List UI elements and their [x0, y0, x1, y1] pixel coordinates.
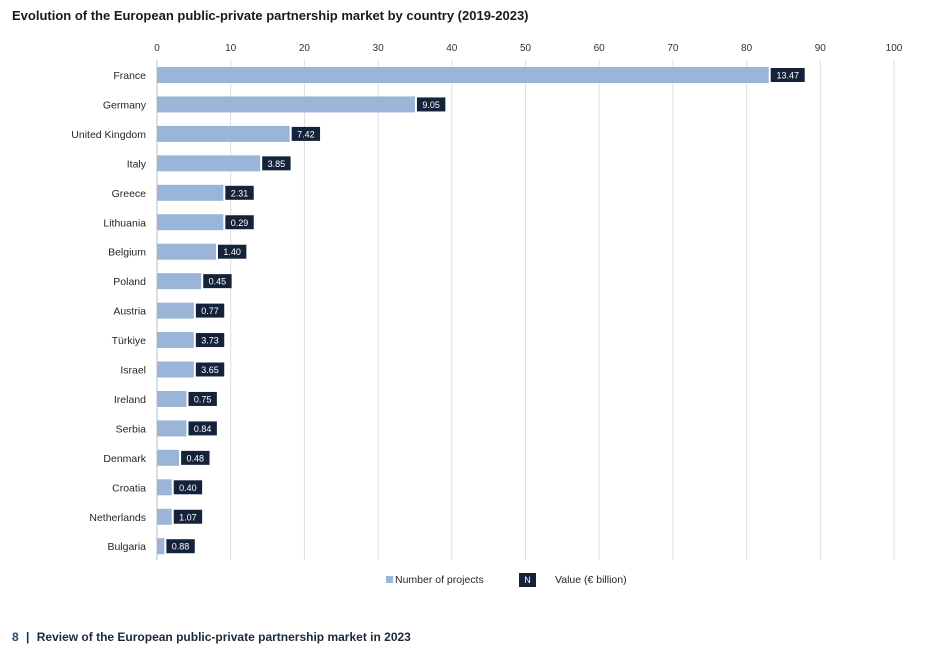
- bar: [157, 96, 415, 113]
- legend-label-value: Value (€ billion): [555, 574, 627, 586]
- category-label: Austria: [113, 306, 146, 318]
- value-label-box: [188, 421, 217, 436]
- value-label: 3.73: [201, 336, 219, 346]
- category-label: Italy: [127, 158, 147, 170]
- bar: [157, 390, 187, 407]
- x-tick-label: 10: [225, 43, 237, 54]
- value-label: 1.07: [179, 512, 197, 522]
- x-tick-label: 100: [886, 43, 903, 54]
- bar: [157, 332, 194, 349]
- x-tick-label: 20: [299, 43, 311, 54]
- value-label-box: [225, 215, 254, 230]
- category-label: Israel: [120, 365, 146, 377]
- x-tick-label: 50: [520, 43, 532, 54]
- x-tick-label: 60: [594, 43, 606, 54]
- category-label: France: [113, 70, 146, 82]
- x-tick-label: 0: [154, 43, 160, 54]
- value-label: 0.29: [231, 218, 249, 228]
- bars: [157, 67, 769, 555]
- category-label: Denmark: [103, 453, 146, 465]
- value-label: 0.75: [194, 394, 212, 404]
- category-label: Greece: [112, 188, 147, 200]
- bar: [157, 273, 202, 290]
- value-label-box: [416, 97, 446, 112]
- value-label-box: [217, 244, 247, 259]
- x-tick-label: 30: [373, 43, 385, 54]
- value-label: 2.31: [231, 188, 249, 198]
- category-label: Lithuania: [103, 217, 146, 229]
- value-label-box: [195, 362, 225, 377]
- footer-separator: |: [26, 630, 30, 644]
- bar: [157, 449, 180, 466]
- bar: [157, 420, 187, 437]
- legend-swatch-symbol: N: [524, 575, 531, 585]
- value-label: 9.05: [422, 100, 440, 110]
- value-label: 0.40: [179, 483, 197, 493]
- value-label-box: [188, 391, 217, 406]
- value-label-box: [173, 509, 203, 524]
- value-label: 13.47: [776, 71, 799, 81]
- bar: [157, 214, 224, 231]
- legend: Number of projects N Value (€ billion): [386, 573, 627, 587]
- x-axis-ticks: 0 10 20 30 40 50 60 70 80 90 100: [154, 43, 903, 54]
- category-labels: France Germany United Kingdom Italy Greece Li…: [71, 70, 146, 553]
- value-label-box: [173, 480, 203, 495]
- value-label-box: [181, 450, 210, 465]
- value-label-box: [203, 274, 232, 289]
- value-label: 0.48: [187, 453, 205, 463]
- page-number: 8: [12, 630, 19, 644]
- legend-swatch-projects: [386, 576, 393, 583]
- x-tick-label: 90: [815, 43, 827, 54]
- value-label: 0.84: [194, 424, 212, 434]
- legend-swatch-value: [519, 573, 536, 587]
- value-label: 0.45: [209, 277, 227, 287]
- category-label: Netherlands: [89, 512, 146, 524]
- value-label-box: [262, 156, 291, 171]
- category-label: Germany: [103, 99, 147, 111]
- value-label: 0.88: [172, 542, 190, 552]
- bar: [157, 155, 261, 172]
- x-tick-label: 40: [446, 43, 458, 54]
- value-label-box: [166, 539, 195, 554]
- value-label-box: [195, 333, 225, 348]
- value-label: 1.40: [223, 247, 241, 257]
- category-label: Ireland: [114, 394, 146, 406]
- bar: [157, 538, 165, 555]
- bar: [157, 67, 769, 83]
- value-label-box: [291, 126, 321, 141]
- legend-label-projects: Number of projects: [395, 574, 484, 586]
- category-label: Belgium: [108, 247, 146, 259]
- x-tick-label: 70: [667, 43, 679, 54]
- value-label-box: [195, 303, 225, 318]
- value-label-box: [770, 68, 805, 82]
- bar: [157, 184, 224, 201]
- category-label: Türkiye: [112, 335, 147, 347]
- x-tick-label: 80: [741, 43, 753, 54]
- chart-title: Evolution of the European public-private…: [12, 8, 529, 23]
- bar: [157, 361, 194, 378]
- value-label: 3.85: [268, 159, 286, 169]
- category-label: United Kingdom: [71, 129, 146, 141]
- bar: [157, 508, 172, 525]
- bar: [157, 243, 216, 260]
- value-label: 3.65: [201, 365, 219, 375]
- bar: [157, 302, 194, 319]
- value-label: 0.77: [201, 306, 219, 316]
- category-label: Croatia: [112, 482, 146, 494]
- footer-text: Review of the European public-private pa…: [36, 630, 411, 644]
- category-label: Serbia: [116, 423, 147, 435]
- bar-chart: 0 10 20 30 40 50 60 70 80 90 100 France Germany Unit…: [71, 43, 903, 587]
- category-label: Poland: [113, 276, 146, 288]
- value-label: 7.42: [297, 129, 315, 139]
- value-labels: 13.47 9.05 7.42 3.85 2.31 0.29 1.40 0.45 0.77 3.7…: [166, 68, 805, 554]
- page-footer: 8 | Review of the European public-privat…: [12, 630, 411, 644]
- bar: [157, 479, 172, 496]
- bar: [157, 125, 290, 142]
- value-label-box: [225, 185, 254, 200]
- category-label: Bulgaria: [107, 541, 146, 553]
